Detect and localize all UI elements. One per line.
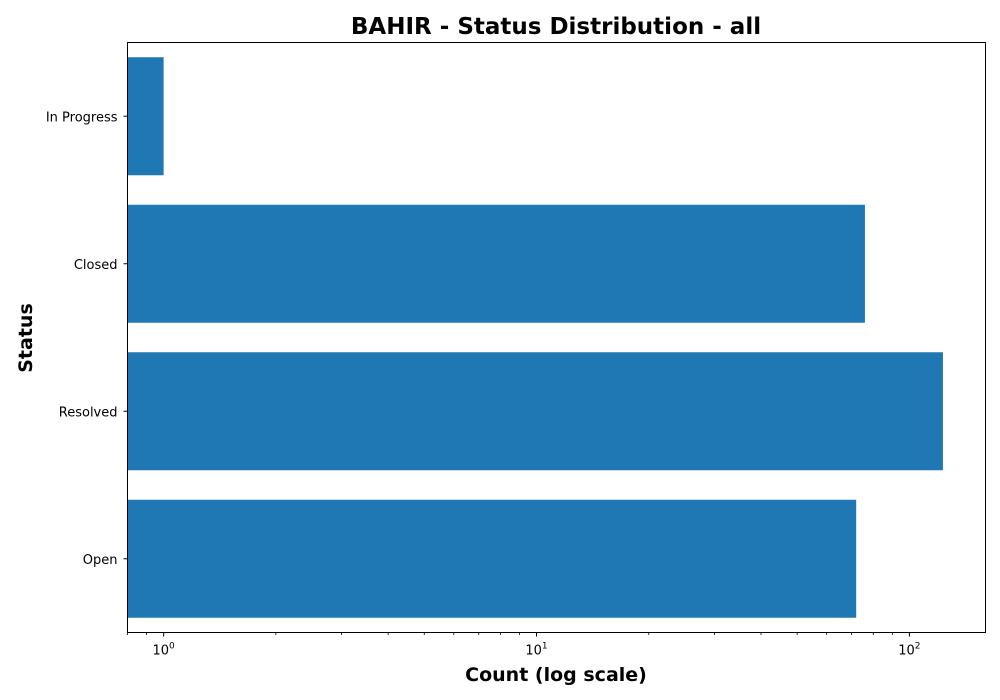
x-axis-label: Count (log scale): [465, 664, 647, 686]
chart-title: BAHIR - Status Distribution - all: [351, 14, 761, 40]
bars-group: [127, 57, 943, 618]
y-tick-label-closed: Closed: [74, 258, 118, 273]
y-tick-label-in-progress: In Progress: [46, 110, 118, 125]
bar-closed: [127, 204, 865, 323]
y-axis-label: Status: [15, 303, 37, 373]
plot-frame: [127, 42, 986, 633]
x-tick-label: 102: [898, 642, 920, 659]
bar-resolved: [127, 352, 943, 471]
x-axis-ticks: 100 101 102: [127, 632, 921, 659]
x-tick-label: 100: [152, 642, 175, 659]
y-tick-label-open: Open: [83, 553, 118, 568]
y-axis-ticks: In Progress Closed Resolved Open: [46, 110, 128, 568]
y-tick-label-resolved: Resolved: [59, 405, 118, 420]
bar-open: [127, 499, 857, 618]
bar-in-progress: [127, 57, 164, 176]
x-tick-label: 101: [525, 642, 547, 659]
